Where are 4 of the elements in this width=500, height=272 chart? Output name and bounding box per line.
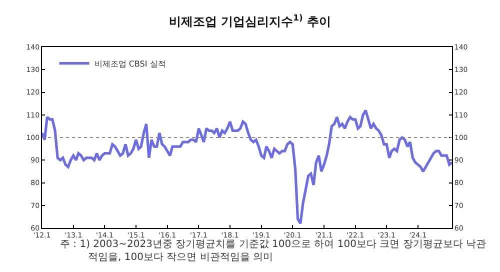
- legend-label: 비제조업 CBSI 실적: [94, 59, 166, 68]
- line-series: [42, 109, 452, 225]
- chart-title: 비제조업 기업심리지수$^{1)}$ 추이: [168, 12, 332, 29]
- text: 주 : 1) 2003~2023년중 장기평균치를 기준값 100으로 하여 100보다 크면 장기평균보다 낙관적임을, 100보다 작으면 비관적임을 의미: [60, 238, 488, 264]
